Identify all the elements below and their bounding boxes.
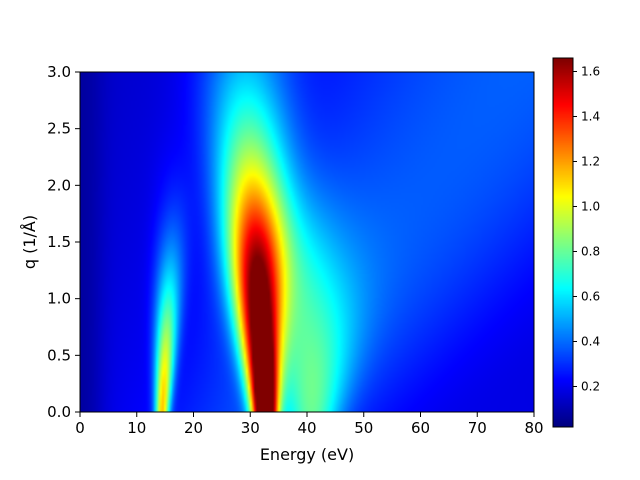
x-tick-label: 20 <box>184 419 203 437</box>
y-tick-label: 2.5 <box>47 120 71 138</box>
colorbar-tick-label: 0.6 <box>581 290 600 304</box>
y-tick-label: 1.0 <box>47 290 71 308</box>
y-axis-ticks: 0.0 0.5 1.0 1.5 2.0 2.5 3.0 <box>47 63 80 421</box>
x-tick-label: 30 <box>241 419 260 437</box>
y-tick-label: 0.5 <box>47 346 71 364</box>
x-tick-label: 60 <box>411 419 430 437</box>
x-tick-label: 70 <box>468 419 487 437</box>
colorbar-tick-label: 0.2 <box>581 380 600 394</box>
colorbar-tick-label: 1.2 <box>581 155 600 169</box>
y-tick-label: 0.0 <box>47 403 71 421</box>
x-axis-ticks: 0 10 20 30 40 50 60 70 80 <box>75 412 544 437</box>
colorbar-tick-label: 0.4 <box>581 335 600 349</box>
colorbar-tick-label: 1.4 <box>581 110 600 124</box>
colorbar-tick-label: 0.8 <box>581 245 600 259</box>
colorbar-frame <box>552 57 574 428</box>
y-tick-label: 3.0 <box>47 63 71 81</box>
x-tick-label: 80 <box>524 419 543 437</box>
x-tick-label: 0 <box>75 419 85 437</box>
colorbar-ticks: 0.2 0.4 0.6 0.8 1.0 1.2 1.4 1.6 <box>573 65 600 394</box>
y-tick-label: 2.0 <box>47 176 71 194</box>
y-tick-label: 1.5 <box>47 233 71 251</box>
x-tick-label: 10 <box>127 419 146 437</box>
colorbar-tick-label: 1.6 <box>581 65 600 79</box>
colorbar-tick-label: 1.0 <box>581 200 600 214</box>
heatmap-image <box>80 72 534 412</box>
x-tick-label: 50 <box>354 419 373 437</box>
x-axis-label: Energy (eV) <box>260 445 354 464</box>
x-tick-label: 40 <box>297 419 316 437</box>
colorbar-image <box>553 58 573 427</box>
y-axis-label: q (1/Å) <box>20 215 39 269</box>
